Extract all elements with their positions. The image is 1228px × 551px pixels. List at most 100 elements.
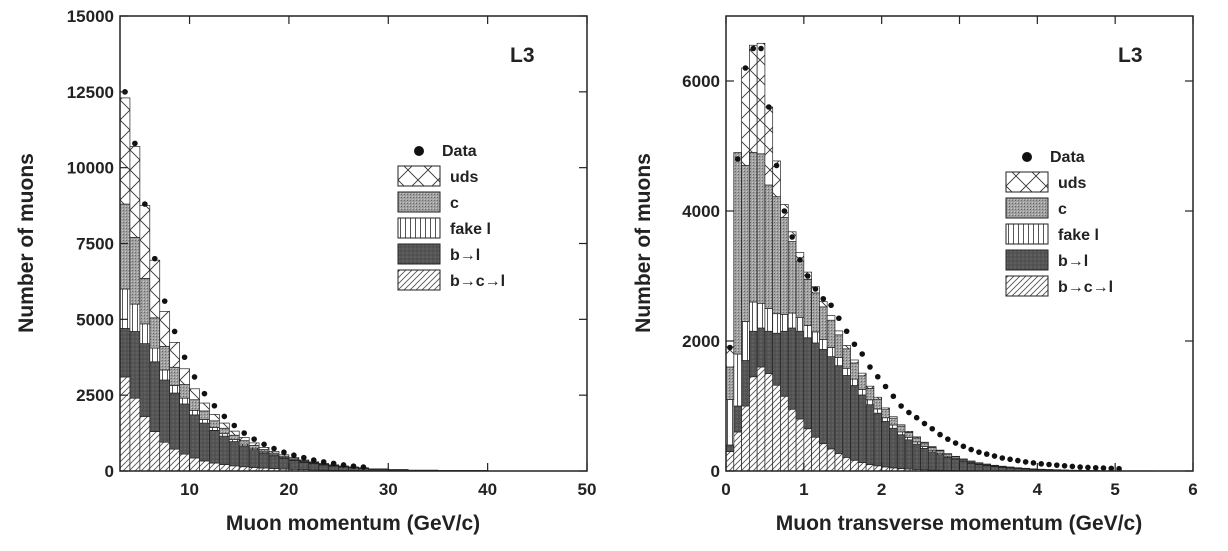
left-data-point <box>241 430 247 436</box>
right-data-point <box>1015 458 1021 464</box>
left-bar-uds <box>239 437 249 440</box>
right-bar-c <box>804 279 812 325</box>
left-bar-uds <box>259 447 269 449</box>
left-bar-uds <box>140 206 150 279</box>
right-bar-bl <box>843 375 851 457</box>
left-bar-fake <box>140 324 150 344</box>
right-bar-bl <box>812 343 820 437</box>
right-data-point <box>945 436 951 442</box>
right-data-point <box>813 286 819 292</box>
right-bar-uds <box>928 447 936 448</box>
left-bar-bcl <box>180 454 190 471</box>
left-legend-label-data: Data <box>442 143 477 160</box>
left-y-tick-label: 15000 <box>67 7 114 26</box>
left-bar-c <box>209 421 219 428</box>
left-data-point <box>212 403 218 409</box>
left-bar-fake <box>170 385 180 393</box>
right-data-point <box>789 234 795 240</box>
right-bar-bl <box>858 395 866 463</box>
left-legend-swatch-bl <box>398 244 440 264</box>
left-bar-c <box>249 445 259 448</box>
right-y-tick-label: 2000 <box>682 332 720 351</box>
right-bar-uds <box>858 373 866 376</box>
right-bar-c <box>788 242 796 313</box>
left-bar-bl <box>299 462 309 469</box>
left-bar-bcl <box>219 465 229 471</box>
left-legend-swatch-fake <box>398 218 440 238</box>
left-bar-bcl <box>199 461 209 471</box>
right-data-point <box>1000 455 1006 461</box>
right-bar-c <box>835 335 843 358</box>
left-data-point <box>361 464 367 470</box>
right-data-point <box>1062 463 1068 469</box>
right-bar-fake <box>765 309 773 332</box>
left-bar-bcl <box>209 463 219 471</box>
left-bar-c <box>120 204 130 289</box>
right-data-point <box>859 351 865 357</box>
right-bar-uds <box>765 107 773 185</box>
right-bar-c <box>905 432 913 437</box>
right-bar-bl <box>991 467 999 471</box>
right-data-point <box>852 341 858 347</box>
right-data-point <box>937 432 943 438</box>
right-bar-bl <box>897 435 905 469</box>
left-bar-fake <box>219 434 229 436</box>
right-x-tick-label: 5 <box>1110 480 1119 499</box>
left-legend-label-uds: uds <box>450 169 479 186</box>
right-bar-bl <box>882 421 890 467</box>
left-data-point <box>311 457 317 463</box>
right-bar-uds <box>827 316 835 321</box>
right-bar-bcl <box>819 444 827 471</box>
right-bar-fake <box>788 313 796 328</box>
right-bar-c <box>866 388 874 399</box>
right-bar-c <box>843 349 851 369</box>
right-bar-fake <box>734 354 742 406</box>
right-bar-uds <box>866 386 874 388</box>
right-x-tick-label: 2 <box>877 480 886 499</box>
right-legend-swatch-bl <box>1006 250 1048 270</box>
right-data-point <box>844 328 850 334</box>
left-bar-fake <box>120 289 130 328</box>
right-bar-bl <box>819 349 827 443</box>
right-bar-bl <box>780 331 788 396</box>
right-bar-fake <box>749 302 757 331</box>
left-bar-uds <box>180 369 190 385</box>
right-bar-bl <box>742 361 750 407</box>
left-bar-uds <box>249 443 259 446</box>
left-y-tick-label: 2500 <box>76 386 114 405</box>
right-legend-label-data: Data <box>1050 149 1085 166</box>
right-stacked-bars <box>726 43 1193 471</box>
right-bar-uds <box>749 45 757 152</box>
right-data-point <box>1023 459 1029 465</box>
left-bar-bcl <box>120 377 130 471</box>
left-bar-bl <box>289 461 299 470</box>
left-bar-bl <box>120 328 130 377</box>
left-data-point <box>351 463 357 469</box>
left-bar-uds <box>190 389 200 400</box>
left-bar-uds <box>130 146 140 237</box>
left-data-point <box>152 256 158 262</box>
right-data-point <box>836 315 842 321</box>
left-legend-marker-data <box>414 146 424 156</box>
right-data-point <box>984 451 990 457</box>
right-bar-fake <box>874 409 882 413</box>
left-bar-fake <box>209 427 219 430</box>
right-bar-fake <box>835 358 843 366</box>
left-bar-bl <box>329 466 339 470</box>
left-bar-uds <box>219 423 229 428</box>
left-data-point <box>291 452 297 458</box>
left-bar-c <box>130 237 140 304</box>
right-legend-swatch-c <box>1006 198 1048 218</box>
right-bar-bl <box>796 331 804 419</box>
right-bar-bl <box>773 333 781 385</box>
left-bar-bl <box>199 423 209 461</box>
right-bar-fake <box>843 368 851 375</box>
right-bar-bl <box>835 366 843 454</box>
right-y-tick-label: 0 <box>711 462 720 481</box>
left-bar-uds <box>229 431 239 435</box>
left-bar-bl <box>319 465 329 470</box>
right-bar-c <box>765 185 773 309</box>
left-stacked-bars <box>120 98 587 471</box>
